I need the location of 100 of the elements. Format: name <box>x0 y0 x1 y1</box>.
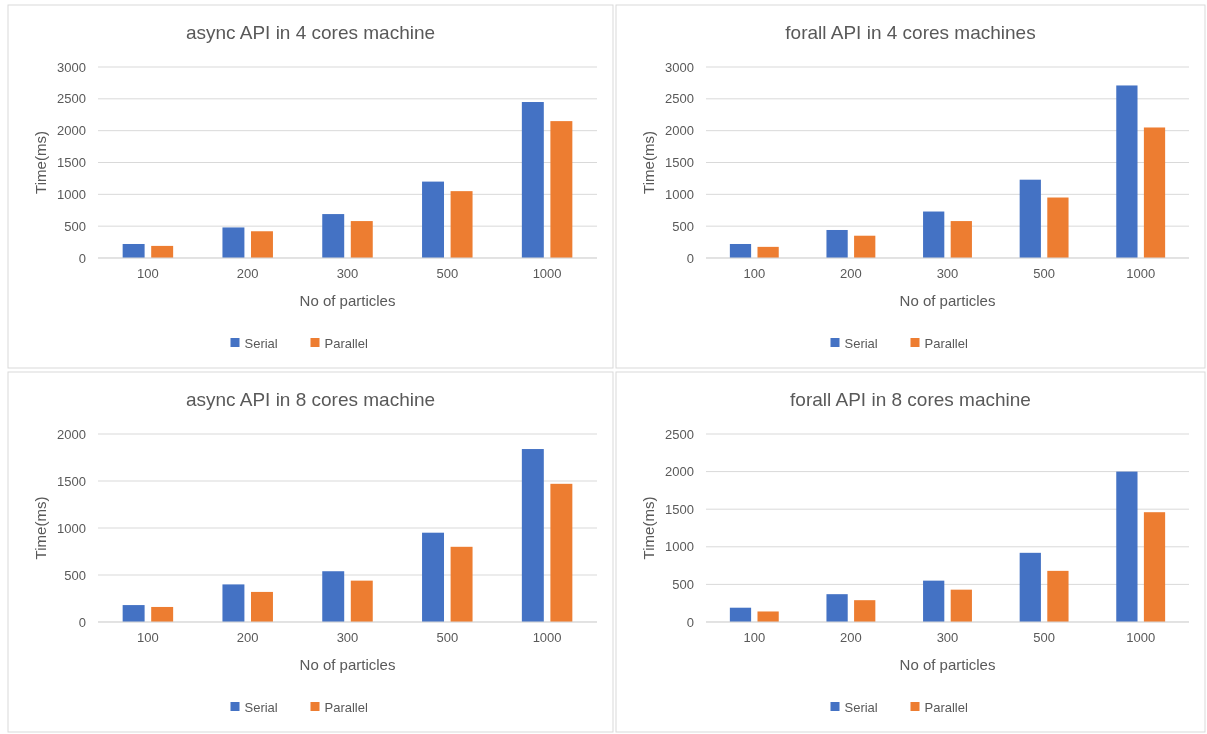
y-tick-label: 3000 <box>57 59 86 75</box>
bar <box>1116 471 1138 622</box>
bar <box>322 214 345 258</box>
x-tick-label: 300 <box>936 266 959 281</box>
chart-title: forall API in 8 cores machine <box>790 389 1031 410</box>
x-tick-label: 300 <box>336 630 359 645</box>
x-axis-title: No of particles <box>899 292 996 309</box>
bar <box>550 121 573 258</box>
y-tick-label: 0 <box>686 614 694 630</box>
y-tick-label: 2000 <box>57 426 86 442</box>
x-tick-label: 200 <box>840 630 862 645</box>
legend-label: Parallel <box>324 335 368 351</box>
y-tick-label: 2000 <box>665 123 694 139</box>
x-axis-title: No of particles <box>899 656 996 673</box>
legend-label: Serial <box>244 335 278 351</box>
x-tick-label: 1000 <box>1126 266 1156 281</box>
y-tick-label: 2000 <box>665 464 694 480</box>
y-tick-label: 500 <box>64 567 86 583</box>
bar <box>757 246 779 258</box>
x-tick-label: 100 <box>137 266 159 281</box>
y-tick-label: 0 <box>78 250 86 266</box>
legend-label: Serial <box>244 699 278 715</box>
legend-label: Serial <box>844 335 878 351</box>
y-tick-label: 1000 <box>57 186 86 202</box>
x-tick-label: 300 <box>936 630 959 645</box>
bar <box>450 546 473 622</box>
bar <box>222 584 245 622</box>
bar <box>151 606 174 622</box>
bar <box>122 243 145 258</box>
bar <box>826 594 848 622</box>
y-axis-title: Time(ms) <box>640 496 657 560</box>
x-tick-label: 200 <box>236 630 259 645</box>
bar <box>521 102 544 258</box>
x-tick-label: 100 <box>137 630 159 645</box>
bar <box>854 600 876 622</box>
x-tick-label: 200 <box>236 266 259 281</box>
legend-label: Parallel <box>924 335 968 351</box>
bar <box>729 607 752 622</box>
bar <box>923 580 945 622</box>
bar <box>521 449 544 622</box>
bar <box>854 235 876 258</box>
y-axis-title: Time(ms) <box>32 131 49 194</box>
bar <box>950 589 972 622</box>
x-tick-label: 1000 <box>532 630 562 645</box>
bar <box>826 229 848 258</box>
x-tick-label: 100 <box>743 266 766 281</box>
x-tick-label: 500 <box>1033 630 1055 645</box>
y-tick-label: 1500 <box>665 155 694 171</box>
x-tick-label: 500 <box>436 266 459 281</box>
bar <box>151 245 174 258</box>
y-tick-label: 1000 <box>665 186 694 202</box>
x-tick-label: 500 <box>436 630 459 645</box>
bar <box>1116 85 1138 258</box>
legend-label: Parallel <box>324 699 368 715</box>
x-axis-title: No of particles <box>299 292 396 309</box>
bar <box>1143 512 1166 622</box>
bar <box>350 221 373 258</box>
y-tick-label: 0 <box>686 250 694 266</box>
y-tick-label: 2500 <box>665 426 694 442</box>
bar <box>1143 127 1166 258</box>
y-tick-label: 2500 <box>665 91 694 107</box>
y-axis-title: Time(ms) <box>640 131 657 194</box>
bar <box>1047 197 1069 258</box>
y-tick-label: 1000 <box>57 520 86 536</box>
bar <box>250 231 273 258</box>
bar <box>1019 552 1041 622</box>
y-tick-label: 500 <box>672 218 694 234</box>
bar <box>350 580 373 622</box>
bar <box>1019 179 1041 258</box>
y-tick-label: 2500 <box>57 91 86 107</box>
x-tick-label: 300 <box>336 266 359 281</box>
x-tick-label: 100 <box>743 630 766 645</box>
bar <box>1047 570 1069 622</box>
y-tick-label: 1500 <box>665 501 694 517</box>
y-axis-title: Time(ms) <box>32 496 49 560</box>
y-tick-label: 500 <box>64 218 86 234</box>
bar <box>250 591 273 622</box>
legend-label: Parallel <box>924 699 968 715</box>
bar <box>322 571 345 622</box>
x-tick-label: 1000 <box>1126 630 1156 645</box>
y-tick-label: 1500 <box>57 155 86 171</box>
bar <box>122 605 145 622</box>
chart-title: forall API in 4 cores machines <box>785 22 1036 43</box>
x-tick-label: 500 <box>1033 266 1055 281</box>
bar <box>923 211 945 258</box>
y-tick-label: 3000 <box>665 59 694 75</box>
y-tick-label: 1000 <box>665 539 694 555</box>
bar <box>450 191 473 258</box>
bar <box>422 532 445 622</box>
x-tick-label: 1000 <box>532 266 562 281</box>
chart-title: async API in 8 cores machine <box>185 389 436 410</box>
y-tick-label: 2000 <box>57 123 86 139</box>
bar <box>729 243 752 258</box>
bar <box>757 611 779 622</box>
y-tick-label: 1500 <box>57 473 86 489</box>
bar <box>222 227 245 258</box>
bar <box>422 181 445 258</box>
chart-title: async API in 4 cores machine <box>185 22 436 43</box>
x-tick-label: 200 <box>840 266 862 281</box>
y-tick-label: 500 <box>672 576 694 592</box>
